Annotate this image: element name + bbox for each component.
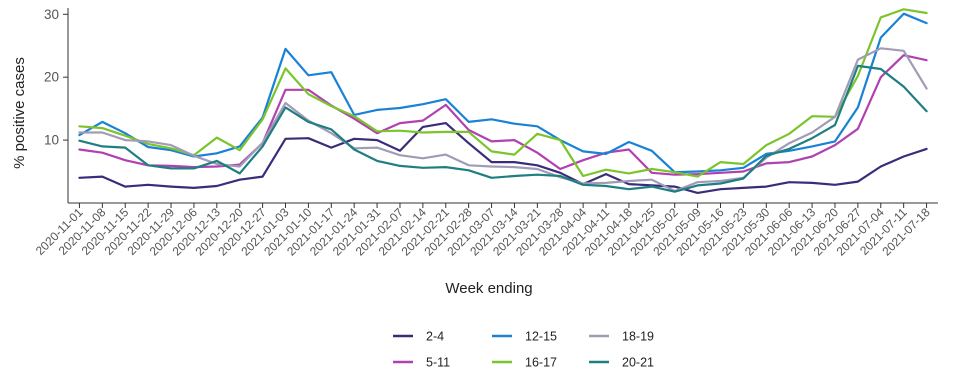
legend-item: 12-15 <box>492 330 557 344</box>
legend: 2-4 5-11 12-15 16-17 18-19 20-21 <box>393 330 654 370</box>
series-line-18-19 <box>78 47 928 193</box>
series-lines <box>78 8 928 194</box>
legend-label: 20-21 <box>622 356 654 370</box>
series-line-12-15 <box>78 12 928 174</box>
legend-label: 12-15 <box>525 330 557 344</box>
legend-item: 16-17 <box>492 356 557 370</box>
legend-label: 16-17 <box>525 356 557 370</box>
series-line-16-17 <box>78 8 928 178</box>
y-tick-label: 30 <box>44 7 59 22</box>
series-line-2-4 <box>78 121 928 194</box>
legend-label: 5-11 <box>426 356 450 370</box>
legend-label: 18-19 <box>622 330 654 344</box>
x-axis-title: Week ending <box>445 280 532 297</box>
series-line-20-21 <box>78 64 928 193</box>
legend-item: 5-11 <box>393 356 450 370</box>
y-tick-label: 20 <box>44 70 59 85</box>
y-tick-label: 10 <box>44 133 59 148</box>
y-axis: 10 20 30 <box>44 7 69 203</box>
x-axis: 2020-11-012020-11-082020-11-152020-11-22… <box>33 202 938 259</box>
series-line-5-11 <box>78 54 928 176</box>
legend-label: 2-4 <box>426 330 444 344</box>
legend-item: 18-19 <box>589 330 654 344</box>
y-axis-title: % positive cases <box>11 57 28 169</box>
legend-item: 20-21 <box>589 356 654 370</box>
legend-item: 2-4 <box>393 330 444 344</box>
